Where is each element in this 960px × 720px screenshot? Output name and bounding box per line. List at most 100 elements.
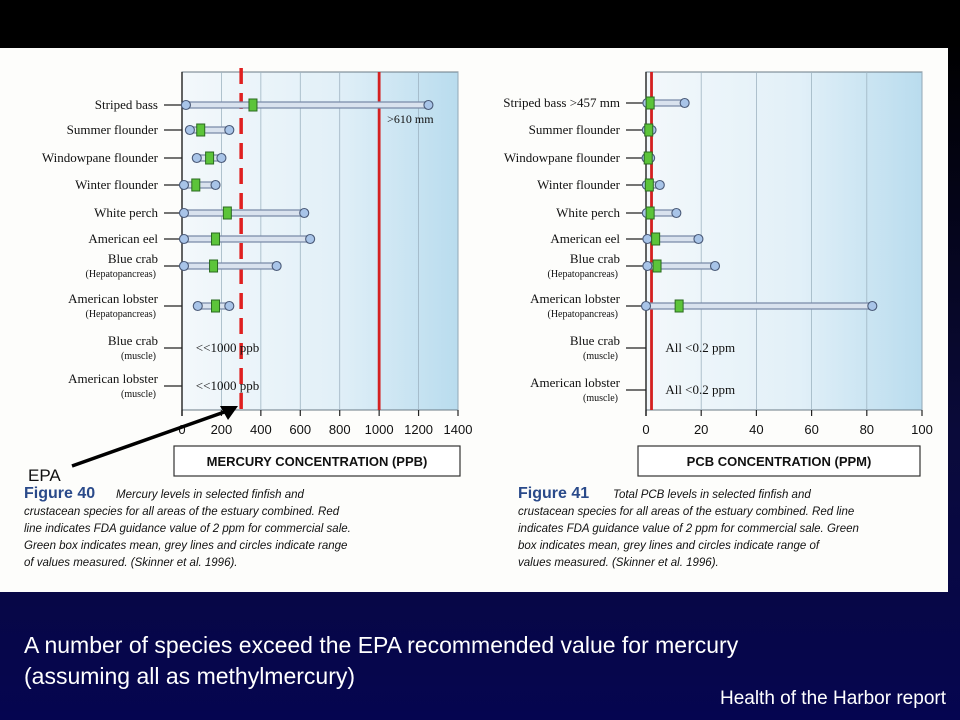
category-label: Winter flounder [75,177,159,192]
mean-box [651,232,661,246]
range-max-point [299,207,310,219]
range-line [185,101,430,109]
range-max-point [305,233,316,245]
mean-box [645,206,655,220]
pcb-chart: 0 20 40 60 80 100 Striped bass >457 mm Summer f… [503,71,933,569]
category-row: Blue crab (Hepatopancreas) [547,251,721,280]
category-label: Windowpane flounder [42,150,159,165]
range-max-point [867,300,878,312]
category-sublabel: (muscle) [583,393,618,404]
category-sublabel: (Hepatopancreas) [85,309,156,320]
category-row: Blue crab (Hepatopancreas) [85,251,282,280]
category-row: Striped bass >457 mm [503,95,690,110]
category-row: Blue crab (muscle) <<1000 ppb [108,333,259,362]
mean-box [222,206,232,220]
range-min-point [178,260,190,272]
category-sublabel: (muscle) [583,351,618,362]
category-sublabel: (muscle) [121,351,156,362]
mean-box [652,259,662,273]
range-max-point [216,152,227,164]
category-row: American lobster (Hepatopancreas) [68,291,235,320]
figure-caption-line: box indicates mean, grey lines and circl… [518,540,821,552]
x-tick-label: 40 [749,422,763,437]
mean-box [645,96,655,110]
axis-title: PCB CONCENTRATION (PPM) [687,454,872,469]
category-row: Summer flounder [67,122,235,137]
x-tick-label: 1000 [365,422,394,437]
figure-caption-line: line indicates FDA guidance value of 2 p… [24,523,351,535]
mean-box [205,151,215,165]
category-label: White perch [94,205,158,220]
range-min-point [192,300,203,312]
category-label: Summer flounder [529,122,621,137]
figure-caption-line: crustacean species for all areas of the … [518,506,854,518]
category-row: American lobster (muscle) <<1000 ppb [68,371,259,400]
range-max-point [210,179,221,191]
category-row: American lobster (Hepatopancreas) [530,291,878,320]
epa-arrow-head [220,406,238,420]
mean-box [211,232,221,246]
range-min-point [642,260,653,272]
category-note: All <0.2 ppm [665,340,735,355]
range-max-point [224,300,235,312]
category-label: American eel [550,231,620,246]
figure-caption-line: crustacean species for all areas of the … [24,506,340,518]
x-tick-label: 60 [804,422,818,437]
category-note: <<1000 ppb [196,378,259,393]
figure-caption-line: values measured. (Skinner et al. 1996). [518,557,719,569]
x-tick-label: 20 [694,422,708,437]
category-label: White perch [556,205,620,220]
category-row: White perch [556,205,682,220]
figure-label: Figure 41 [518,485,589,502]
category-label: Blue crab [570,333,620,348]
epa-label: EPA [28,466,61,485]
range-max-point [654,179,665,191]
category-label: American eel [88,231,158,246]
mean-box [191,178,201,192]
category-label: American lobster [68,291,159,306]
range-min-point [642,233,653,245]
category-row: American lobster (muscle) All <0.2 ppm [530,375,735,404]
axis-title: MERCURY CONCENTRATION (PPB) [207,454,428,469]
figure-caption-line: Green box indicates mean, grey lines and… [24,540,347,552]
category-row: Winter flounder [537,177,665,192]
range-line [189,126,230,134]
category-row: American eel [550,231,704,246]
mean-box [644,123,654,137]
epa-arrow [71,406,238,468]
caption-line-1: A number of species exceed the EPA recom… [24,632,739,658]
range-max-point [671,207,682,219]
scanned-figure: 0 200 400 600 800 1000 1200 1400 Striped bass >61… [0,48,948,592]
range-max-point [271,260,282,272]
range-max-point [693,233,704,245]
category-label: American lobster [530,291,621,306]
category-label: Winter flounder [537,177,621,192]
mean-box [643,151,653,165]
epa-arrow-shaft [71,408,231,468]
range-min-point [640,300,652,312]
x-tick-label: 100 [911,422,933,437]
category-label: Summer flounder [67,122,159,137]
category-note: <<1000 ppb [196,340,259,355]
range-line [183,262,278,270]
figure-label: Figure 40 [24,485,95,502]
category-row: American eel [88,231,316,246]
mean-box [644,178,654,192]
category-note: >610 mm [387,112,434,126]
category-label: American lobster [530,375,621,390]
category-row: Windowpane flounder [504,150,656,165]
range-max-point [224,124,235,136]
x-tick-label: 400 [250,422,272,437]
range-min-point [178,233,190,245]
mean-box [211,299,221,313]
category-row: Blue crab (muscle) All <0.2 ppm [570,333,735,362]
x-tick-label: 200 [211,422,233,437]
category-sublabel: (muscle) [121,389,156,400]
mean-box [248,98,258,112]
mercury-chart: 0 200 400 600 800 1000 1200 1400 Striped bass >61… [24,68,472,569]
category-label: American lobster [68,371,159,386]
range-min-point [191,152,202,164]
figure-caption-line: Total PCB levels in selected finfish and [613,489,811,501]
x-tick-label: 80 [860,422,874,437]
category-row: Summer flounder [529,122,657,137]
